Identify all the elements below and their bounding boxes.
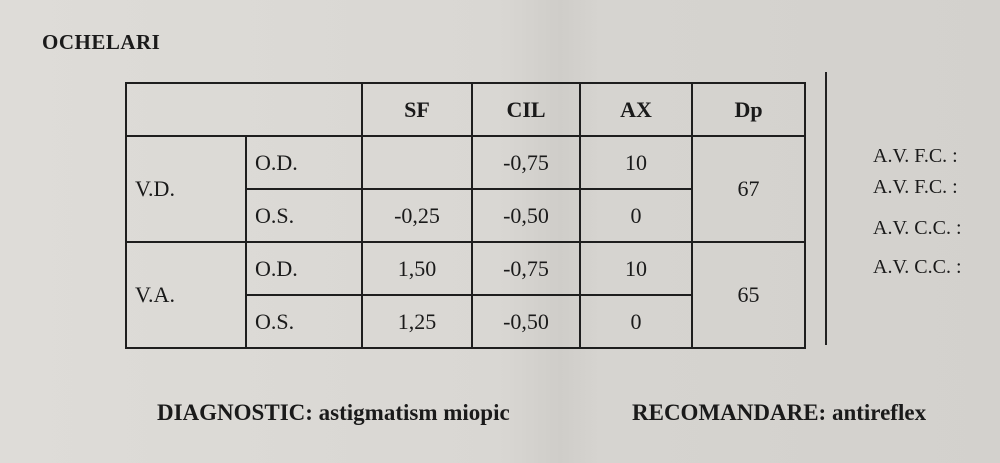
ax-cell: 10	[579, 241, 693, 296]
dp-cell: 65	[691, 241, 806, 349]
sf-cell: -0,25	[361, 188, 473, 243]
prescription-table: SF CIL AX Dp V.D. O.D. -0,75 10 67 O.S. …	[125, 82, 806, 349]
ax-cell: 0	[579, 294, 693, 349]
table-row: V.A. O.D. 1,50 -0,75 10 65	[125, 241, 806, 349]
diagnostic-line: DIAGNOSTIC: astigmatism miopic	[157, 400, 510, 426]
cil-cell: -0,50	[471, 188, 581, 243]
sf-cell: 1,25	[361, 294, 473, 349]
diagnostic-label: DIAGNOSTIC:	[157, 400, 313, 425]
eye-cell: O.S.	[245, 188, 363, 243]
table-row: V.D. O.D. -0,75 10 67	[125, 135, 806, 243]
table-row: O.S. -0,25 -0,50 0	[126, 188, 805, 243]
header-dp: Dp	[691, 82, 806, 137]
acuity-label: A.V. C.C. :	[873, 217, 962, 239]
header-cil: CIL	[471, 82, 581, 137]
table-header-row: SF CIL AX Dp	[125, 82, 806, 137]
header-empty	[125, 82, 363, 137]
acuity-label: A.V. C.C. :	[873, 256, 962, 278]
acuity-label: A.V. F.C. :	[873, 176, 958, 198]
recommendation-line: RECOMANDARE: antireflex	[632, 400, 926, 426]
eye-cell: O.D.	[245, 135, 363, 190]
header-sf: SF	[361, 82, 473, 137]
ax-cell: 0	[579, 188, 693, 243]
recommendation-value: antireflex	[831, 400, 927, 425]
dp-cell: 67	[691, 135, 806, 243]
group-vd: V.D.	[125, 135, 247, 243]
recommendation-label: RECOMANDARE:	[632, 400, 827, 425]
eye-cell: O.S.	[245, 294, 363, 349]
table-row: O.S. 1,25 -0,50 0	[126, 294, 805, 349]
cil-cell: -0,75	[471, 135, 581, 190]
eye-cell: O.D.	[245, 241, 363, 296]
cil-cell: -0,50	[471, 294, 581, 349]
ax-cell: 10	[579, 135, 693, 190]
acuity-label: A.V. F.C. :	[873, 145, 958, 167]
vertical-divider	[825, 72, 827, 345]
sf-cell	[361, 135, 473, 190]
header-ax: AX	[579, 82, 693, 137]
group-va: V.A.	[125, 241, 247, 349]
section-title: OCHELARI	[42, 30, 161, 54]
sf-cell: 1,50	[361, 241, 473, 296]
diagnostic-value: astigmatism miopic	[318, 400, 510, 425]
cil-cell: -0,75	[471, 241, 581, 296]
